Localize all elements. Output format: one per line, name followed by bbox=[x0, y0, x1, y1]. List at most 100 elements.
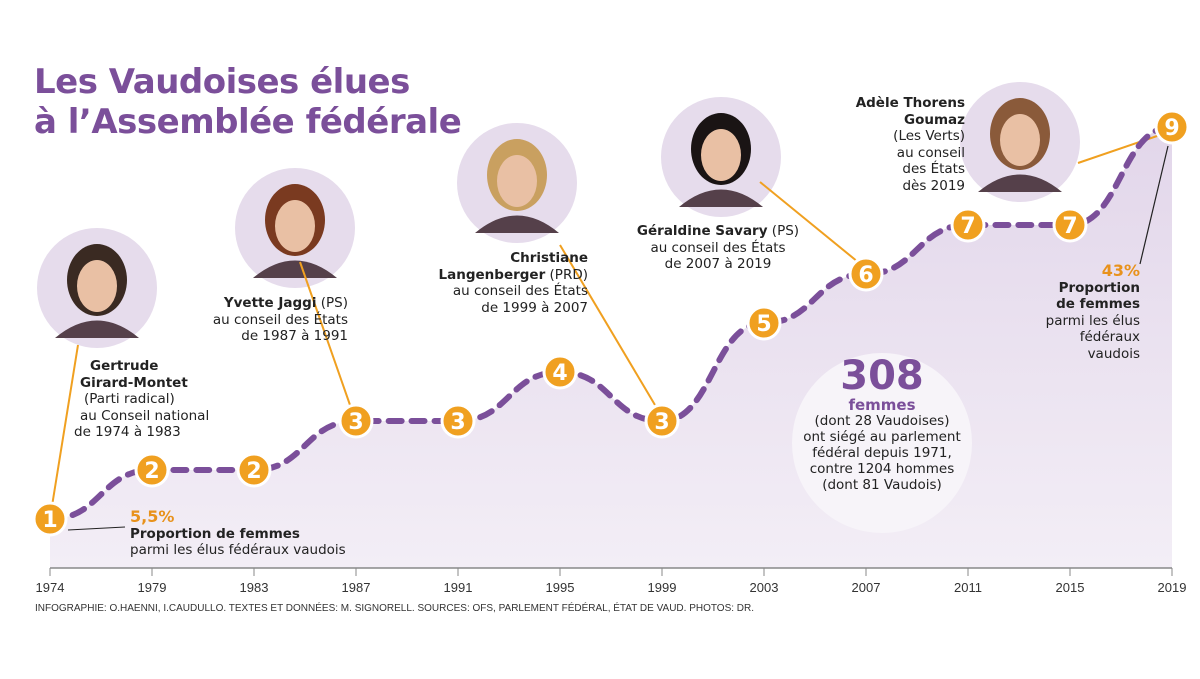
x-tick-label: 2003 bbox=[750, 580, 779, 595]
data-marker bbox=[848, 256, 884, 292]
data-label: 4 bbox=[552, 361, 567, 386]
name-line: Girard-Montet bbox=[80, 374, 188, 391]
face bbox=[77, 260, 117, 312]
leader-line bbox=[67, 526, 126, 531]
shoulders bbox=[253, 260, 337, 278]
data-point: 9 bbox=[1154, 109, 1190, 145]
photo-christiane bbox=[457, 123, 577, 243]
title-line-1: Les Vaudoises élues bbox=[34, 62, 410, 102]
data-point: 3 bbox=[338, 403, 374, 439]
x-tick-label: 1991 bbox=[444, 580, 473, 595]
shoulders bbox=[475, 215, 559, 233]
leader-line bbox=[559, 244, 656, 406]
callout-line: (dont 28 Vaudoises) bbox=[814, 413, 950, 429]
party: (PS) bbox=[316, 295, 348, 311]
title-line-2: à l’Assemblée fédérale bbox=[34, 102, 462, 142]
data-marker bbox=[236, 452, 272, 488]
role: au conseil des États bbox=[452, 283, 588, 299]
label: parmi les élus fédéraux vaudois bbox=[130, 542, 346, 558]
x-tick-label: 1979 bbox=[138, 580, 167, 595]
x-tick-label: 1999 bbox=[648, 580, 677, 595]
x-tick-label: 2011 bbox=[954, 580, 982, 595]
label: fédéraux bbox=[1079, 329, 1140, 345]
name: Géraldine Savary bbox=[636, 223, 768, 239]
callout-308: 308 femmes (dont 28 Vaudoises) ont siégé… bbox=[792, 355, 972, 493]
annotation-yvette: Yvette Jaggi (PS) au conseil des États d… bbox=[213, 295, 348, 345]
name-line: Adèle Thorens bbox=[855, 95, 965, 111]
name-line: Christiane bbox=[510, 250, 588, 266]
callout-unit: femmes bbox=[848, 396, 916, 414]
data-label: 3 bbox=[450, 410, 465, 435]
chart-title: Les Vaudoises élues à l’Assemblée fédéra… bbox=[34, 62, 462, 142]
data-label: 6 bbox=[858, 263, 873, 288]
data-label: 2 bbox=[246, 459, 261, 484]
data-label: 3 bbox=[348, 410, 363, 435]
data-point: 3 bbox=[440, 403, 476, 439]
x-tick-label: 1974 bbox=[36, 580, 65, 595]
label: Proportion bbox=[1058, 279, 1140, 296]
data-point: 6 bbox=[848, 256, 884, 292]
name-line: Langenberger bbox=[438, 266, 546, 283]
leader-line bbox=[1139, 145, 1169, 265]
percent-value: 43% bbox=[1101, 261, 1140, 280]
callout-line: ont siégé au parlement bbox=[803, 429, 961, 445]
x-tick-label: 2019 bbox=[1158, 580, 1187, 595]
data-point: 7 bbox=[1052, 207, 1088, 243]
x-tick-label: 2015 bbox=[1056, 580, 1085, 595]
data-marker bbox=[32, 501, 68, 537]
name-line: Gertrude bbox=[90, 358, 159, 374]
label: Proportion de femmes bbox=[130, 525, 300, 542]
data-marker bbox=[1154, 109, 1190, 145]
x-tick-label: 1995 bbox=[546, 580, 575, 595]
photo-yvette bbox=[235, 168, 355, 288]
shoulders bbox=[679, 189, 763, 207]
x-tick-label: 2007 bbox=[852, 580, 881, 595]
face bbox=[275, 200, 315, 252]
photo-geraldine bbox=[661, 97, 781, 217]
data-marker bbox=[950, 207, 986, 243]
shoulders bbox=[978, 174, 1062, 192]
label: vaudois bbox=[1087, 345, 1140, 362]
photo-gertrude bbox=[37, 228, 157, 348]
party: (PS) bbox=[767, 223, 800, 239]
data-marker bbox=[338, 403, 374, 439]
party: (Les Verts) bbox=[893, 128, 965, 144]
leader-line bbox=[299, 261, 351, 406]
face bbox=[701, 129, 741, 181]
role: au conseil des États bbox=[650, 239, 786, 256]
party: (Parti radical) bbox=[84, 391, 175, 407]
label: parmi les élus bbox=[1045, 312, 1140, 329]
face bbox=[497, 155, 537, 207]
percent-value: 5,5% bbox=[130, 507, 175, 526]
annotation-christiane: Christiane Langenberger (PRD) au conseil… bbox=[439, 250, 588, 316]
data-point: 2 bbox=[134, 452, 170, 488]
shoulders bbox=[55, 320, 139, 338]
leader-line bbox=[51, 344, 79, 507]
party: (PRD) bbox=[545, 266, 588, 283]
term: de 1987 à 1991 bbox=[241, 328, 348, 344]
data-marker bbox=[440, 403, 476, 439]
role: au conseil bbox=[896, 144, 965, 161]
callout-line: (dont 81 Vaudois) bbox=[822, 477, 942, 493]
data-label: 2 bbox=[144, 459, 159, 484]
data-point: 1 bbox=[32, 501, 68, 537]
callout-circle bbox=[792, 353, 972, 533]
data-point: 3 bbox=[644, 403, 680, 439]
face bbox=[1000, 114, 1040, 166]
role: des États bbox=[902, 161, 965, 177]
callout-line: fédéral depuis 1971, bbox=[812, 445, 952, 461]
annotation-end-proportion: 43% Proportion de femmes parmi les élus … bbox=[1045, 261, 1140, 362]
callout-line: contre 1204 hommes bbox=[809, 461, 955, 477]
photo-adele bbox=[960, 82, 1080, 202]
name: Yvette Jaggi bbox=[223, 295, 317, 311]
callout-number: 308 bbox=[840, 353, 924, 399]
data-point: 7 bbox=[950, 207, 986, 243]
data-point: 4 bbox=[542, 354, 578, 390]
annotation-start-proportion: 5,5% Proportion de femmes parmi les élus… bbox=[130, 507, 346, 559]
annotation-gertrude: Gertrude Girard-Montet (Parti radical) a… bbox=[74, 358, 209, 441]
data-marker bbox=[134, 452, 170, 488]
term: de 1974 à 1983 bbox=[74, 424, 181, 440]
x-tick-label: 1987 bbox=[342, 580, 371, 595]
